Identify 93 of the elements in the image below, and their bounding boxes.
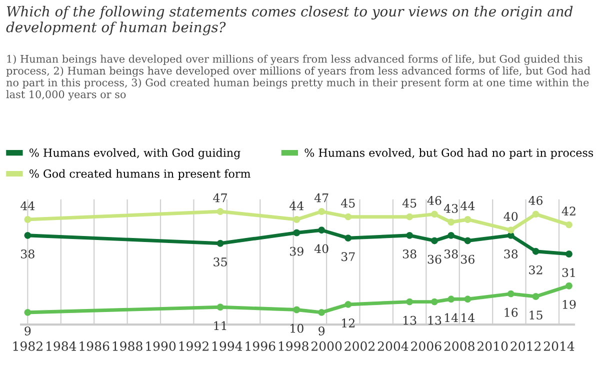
data-label: 46: [427, 196, 442, 205]
data-label: 13: [428, 316, 442, 325]
data-label: 11: [214, 321, 226, 330]
data-label: 43: [444, 204, 458, 213]
data-label: 44: [460, 201, 475, 210]
data-label: 38: [402, 250, 416, 258]
x-tick-label: 2004: [378, 341, 408, 351]
data-label: 47: [213, 193, 227, 202]
data-label: 45: [402, 198, 416, 208]
x-tick-label: 1988: [112, 341, 142, 351]
x-tick-label: 1984: [46, 341, 76, 351]
data-label: 12: [342, 318, 354, 328]
point: [566, 221, 572, 228]
point: [344, 234, 352, 242]
point: [464, 296, 472, 303]
point: [216, 304, 224, 311]
point: [448, 232, 455, 239]
x-tick-label: 2010: [478, 341, 508, 351]
point: [431, 210, 438, 218]
point: [532, 293, 540, 300]
point: [431, 298, 438, 306]
point: [344, 300, 352, 308]
point: [216, 240, 224, 247]
chart-title: Which of the following statements comes closest to your views on the origin and development of human beings?: [6, 6, 573, 36]
data-label: 37: [342, 252, 355, 262]
point: [216, 208, 224, 215]
x-tick-label: 1998: [278, 341, 308, 351]
legend-label: % God created humans in present form: [30, 169, 250, 180]
x-tick-label: 1982: [13, 341, 42, 351]
point: [507, 226, 514, 234]
point: [464, 237, 472, 244]
legend-label: % Humans evolved, but God had no part in process: [304, 148, 594, 160]
point: [293, 229, 300, 236]
point: [406, 232, 414, 239]
chart-subtitle: 1) Human beings have developed over millions of years from less advanced forms of life, but God guided this process, 2) Human beings have developed over millions of years from less advanced forms of life, but God had no part in this process, 3) God created human beings pretty much in their present form at one time within the last 10,000 years or so: [6, 54, 590, 100]
data-label: 31: [562, 268, 575, 278]
data-label: 36: [461, 254, 474, 264]
point: [448, 218, 455, 226]
x-tick-label: 2006: [411, 341, 442, 351]
point: [464, 216, 472, 223]
data-label: 40: [504, 212, 518, 221]
data-label: 38: [504, 250, 518, 258]
data-label: 44: [290, 201, 304, 210]
data-label: 46: [528, 196, 543, 205]
data-label: 14: [462, 313, 475, 322]
point: [293, 306, 300, 314]
x-tick-label: 2000: [311, 341, 342, 351]
point: [318, 308, 326, 316]
point: [431, 237, 438, 244]
data-label: 44: [20, 201, 35, 210]
point: [24, 216, 32, 223]
data-label: 42: [562, 206, 576, 216]
point: [532, 210, 540, 218]
point: [293, 216, 300, 223]
point: [532, 248, 540, 255]
x-tick-label: 1994: [212, 341, 242, 351]
data-label: 14: [445, 313, 458, 322]
x-tick-label: 2012: [510, 341, 540, 351]
data-label: 9: [318, 326, 325, 336]
data-label: 13: [404, 316, 416, 325]
data-label: 35: [214, 257, 227, 266]
data-label: 36: [428, 254, 442, 264]
x-tick-label: 1996: [246, 341, 276, 351]
data-label: 10: [290, 324, 304, 333]
data-label: 32: [529, 265, 542, 274]
data-label: 9: [24, 326, 31, 336]
data-label: 47: [314, 193, 328, 202]
x-tick-label: 1990: [146, 341, 176, 351]
x-tick-label: 2008: [444, 341, 474, 351]
point: [566, 282, 572, 290]
point: [318, 208, 326, 215]
x-tick-label: 1992: [179, 341, 208, 351]
point: [24, 308, 32, 316]
point: [318, 226, 326, 234]
data-label: 16: [504, 308, 518, 317]
point: [507, 290, 514, 298]
point: [448, 296, 455, 303]
point: [406, 298, 414, 306]
data-label: 38: [444, 250, 458, 258]
x-tick-label: 1986: [80, 341, 110, 351]
data-label: 19: [562, 300, 576, 309]
point: [406, 213, 414, 220]
point: [24, 232, 32, 239]
x-tick-label: 2014: [544, 341, 574, 351]
data-label: 40: [314, 244, 328, 254]
data-label: 15: [530, 310, 542, 320]
data-label: 38: [21, 250, 34, 258]
x-tick-label: 2002: [344, 341, 374, 351]
data-label: 45: [340, 198, 355, 208]
point: [566, 250, 572, 258]
legend-label: % Humans evolved, with God guiding: [30, 148, 240, 160]
point: [344, 213, 352, 220]
data-label: 39: [290, 246, 304, 256]
